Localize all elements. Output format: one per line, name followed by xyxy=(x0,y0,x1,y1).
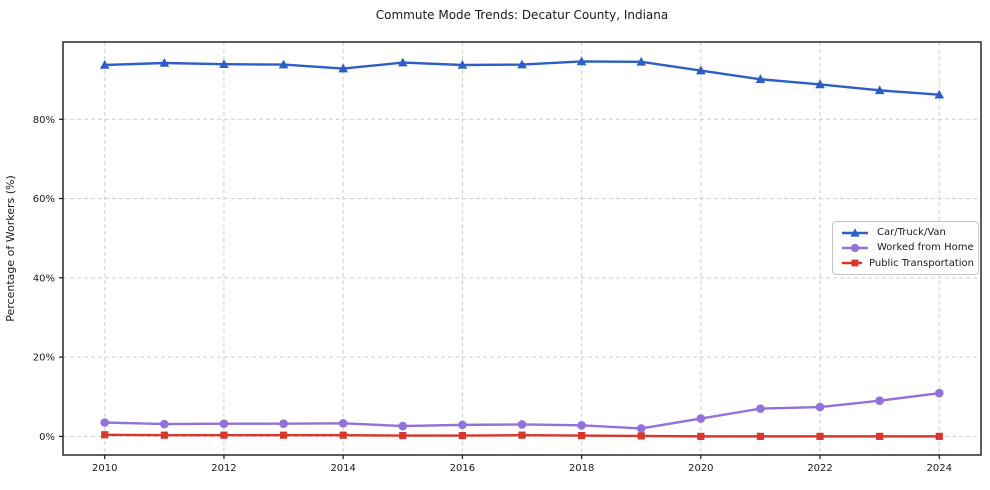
triangle-marker-icon xyxy=(397,57,408,67)
triangle-marker-icon xyxy=(815,79,825,89)
circle-marker-icon xyxy=(850,243,860,253)
triangle-marker-icon xyxy=(576,56,587,66)
square-marker-icon xyxy=(339,431,347,439)
legend-sample-line xyxy=(842,227,868,237)
circle-marker-icon xyxy=(696,414,706,423)
circle-marker-icon xyxy=(517,420,527,429)
circle-marker-icon xyxy=(279,419,288,428)
x-tick-label: 2022 xyxy=(807,463,832,474)
circle-marker-icon xyxy=(100,418,110,427)
legend-sample-line xyxy=(842,243,868,253)
circle-marker-icon xyxy=(875,396,884,405)
circle-marker-icon xyxy=(577,420,586,430)
x-tick-label: 2010 xyxy=(92,463,117,474)
square-marker-icon xyxy=(816,432,824,440)
square-marker-icon xyxy=(851,259,859,267)
x-tick-label: 2012 xyxy=(211,463,236,474)
triangle-marker-icon xyxy=(755,74,766,84)
plot-frame xyxy=(62,41,982,456)
triangle-marker-icon xyxy=(457,59,468,69)
legend-label: Public Transportation xyxy=(869,257,974,269)
square-marker-icon xyxy=(279,431,288,439)
triangle-marker-icon xyxy=(696,65,706,75)
circle-marker-icon xyxy=(756,404,765,413)
square-marker-icon xyxy=(458,431,466,440)
x-tick-label: 2014 xyxy=(330,463,355,474)
y-tick-label: 60% xyxy=(33,194,55,205)
triangle-marker-icon xyxy=(934,89,945,99)
circle-marker-icon xyxy=(934,388,944,398)
square-marker-icon xyxy=(518,431,526,439)
legend-item: Worked from Home xyxy=(840,240,974,255)
circle-marker-icon xyxy=(160,419,169,429)
y-tick-label: 40% xyxy=(33,273,55,284)
axis-tick-labels: 2010 2012 2014 2016 2018 2020 2022 2024 0% 20% 40%… xyxy=(33,115,952,474)
x-tick-label: 2018 xyxy=(569,463,594,474)
gridlines xyxy=(63,42,981,455)
triangle-marker-icon xyxy=(159,58,170,67)
circle-marker-icon xyxy=(398,421,408,431)
square-marker-icon xyxy=(578,431,586,440)
triangle-marker-icon xyxy=(636,56,647,66)
data-series xyxy=(99,56,945,440)
circle-marker-icon xyxy=(636,424,646,433)
triangle-marker-icon xyxy=(517,59,527,69)
y-tick-label: 0% xyxy=(39,432,55,443)
triangle-marker-icon xyxy=(338,63,348,73)
x-tick-label: 2016 xyxy=(450,463,475,474)
square-marker-icon xyxy=(876,432,884,440)
legend: Car/Truck/Van Worked from Home Public Tran… xyxy=(832,221,979,275)
y-axis-label: Percentage of Workers (%) xyxy=(4,175,17,322)
x-tick-label: 2024 xyxy=(927,463,952,474)
legend-item: Public Transportation xyxy=(840,256,974,271)
square-marker-icon xyxy=(697,432,705,440)
square-marker-icon xyxy=(756,432,765,440)
square-marker-icon xyxy=(160,431,168,439)
y-tick-label: 80% xyxy=(33,115,55,126)
legend-label: Car/Truck/Van xyxy=(877,227,946,239)
circle-marker-icon xyxy=(458,420,467,430)
legend-item: Car/Truck/Van xyxy=(840,225,974,240)
triangle-marker-icon xyxy=(874,85,885,95)
circle-marker-icon xyxy=(815,402,825,412)
triangle-marker-icon xyxy=(99,59,110,69)
square-marker-icon xyxy=(101,431,109,439)
legend-sample-line xyxy=(842,259,863,267)
x-tick-label: 2020 xyxy=(688,463,713,474)
square-marker-icon xyxy=(935,432,943,440)
circle-marker-icon xyxy=(338,418,348,428)
square-marker-icon xyxy=(637,432,645,440)
chart-title: Commute Mode Trends: Decatur County, Ind… xyxy=(375,8,669,22)
square-marker-icon xyxy=(399,431,407,440)
square-marker-icon xyxy=(220,431,228,439)
triangle-marker-icon xyxy=(278,59,289,69)
legend-label: Worked from Home xyxy=(877,242,974,254)
triangle-marker-icon xyxy=(850,227,860,237)
y-tick-label: 20% xyxy=(33,353,55,364)
circle-marker-icon xyxy=(219,419,229,428)
triangle-marker-icon xyxy=(219,59,229,68)
